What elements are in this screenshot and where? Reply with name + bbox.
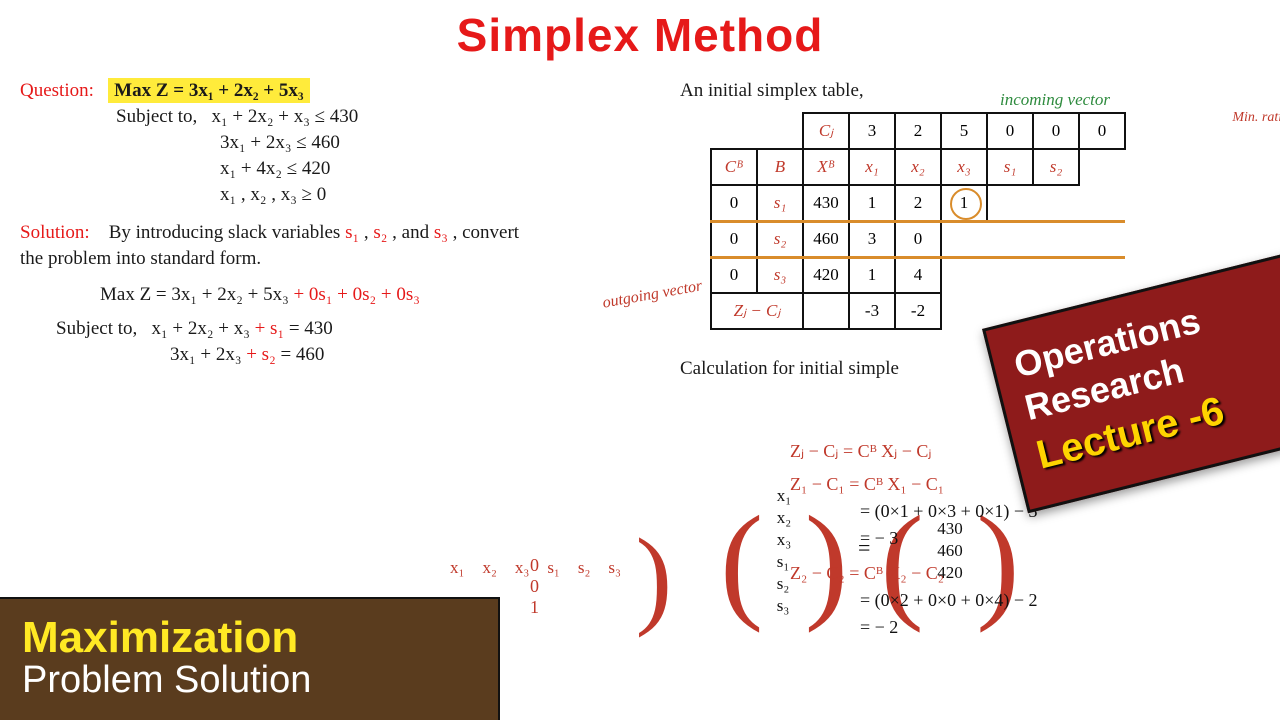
- constraint-3: x₁ + 4x₂ ≤ 420: [20, 158, 660, 180]
- objective-highlighted: Max Z = 3x₁ + 2x₂ + 5x₃: [108, 78, 309, 103]
- std-objective: Max Z = 3x₁ + 2x₂ + 5x₃ + 0s₁ + 0s₂ + 0s…: [20, 284, 660, 306]
- solution-intro: By introducing slack variables s₁ , s₂ ,…: [104, 222, 519, 243]
- calculation-lines: Zⱼ − Cⱼ = Cᴮ Xⱼ − Cⱼ Z₁ − C₁ = Cᴮ X₁ − C…: [700, 438, 1038, 641]
- min-ratio-label: Min. ratio = Xᴮ: [1232, 110, 1280, 126]
- std-constraints: Subject to, x₁ + 2x₂ + x₃ + s₁ = 430: [20, 318, 660, 340]
- matrix-col: 001: [530, 555, 539, 618]
- solution-intro-2: the problem into standard form.: [20, 248, 660, 270]
- matrix-area: x₁x₂x₃s₁s₂s₃ ): [440, 535, 672, 581]
- table-row: 0s₂460 30: [711, 221, 1125, 257]
- constraint-1: x₁ + 2x₂ + x₃ ≤ 430: [212, 106, 359, 127]
- std-constraint-2: 3x₁ + 2x₃ + s₂ = 460: [20, 344, 660, 366]
- subject-to-label: Subject to,: [116, 106, 197, 127]
- table-row: 0s₃420 14: [711, 257, 1125, 293]
- footer-line-1: Maximization: [22, 613, 476, 663]
- footer-banner: Maximization Problem Solution: [0, 597, 500, 720]
- nonneg-constraint: x₁ , x₂ , x₃ ≥ 0: [20, 184, 660, 206]
- table-row: 0s₁430 121: [711, 185, 1125, 221]
- incoming-vector-label: incoming vector: [1000, 90, 1110, 110]
- question-label: Question:: [20, 80, 94, 101]
- simplex-table: Cⱼ 325 000 CᴮBXᴮ x₁x₂x₃ s₁s₂ 0s₁430 121 …: [710, 112, 1126, 330]
- solution-label: Solution:: [20, 222, 90, 243]
- page-title: Simplex Method: [0, 8, 1280, 62]
- left-column: Question: Max Z = 3x₁ + 2x₂ + 5x₃ Subjec…: [20, 76, 660, 370]
- footer-line-2: Problem Solution: [22, 659, 476, 702]
- table-intro: An initial simplex table,: [680, 80, 1260, 102]
- constraint-2: 3x₁ + 2x₃ ≤ 460: [20, 132, 660, 154]
